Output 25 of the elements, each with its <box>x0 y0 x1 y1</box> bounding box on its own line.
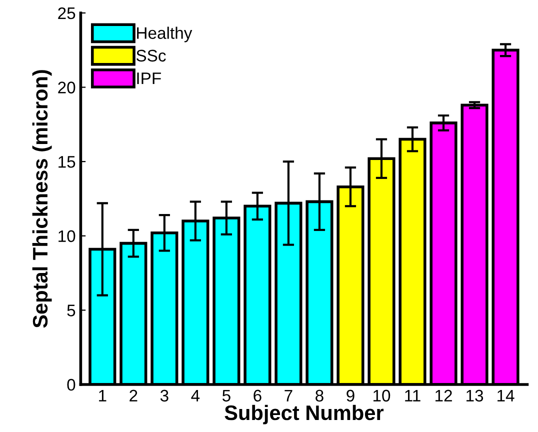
y-tick-label: 25 <box>58 7 76 20</box>
y-tick-label: 5 <box>67 304 76 316</box>
x-tick-label: 5 <box>222 390 230 402</box>
x-tick-label: 2 <box>130 390 138 402</box>
x-tick-label: 10 <box>373 390 390 402</box>
x-tick-label: 11 <box>405 390 420 402</box>
x-tick-label: 9 <box>346 390 354 402</box>
x-tick-label: 3 <box>160 390 168 402</box>
x-tick-label: 6 <box>254 390 262 402</box>
x-tick-label: 1 <box>99 390 106 402</box>
legend-label: Healthy <box>137 26 192 42</box>
y-axis-title: Septal Thickness (micron) <box>32 70 52 328</box>
y-tick-label: 15 <box>58 156 76 168</box>
x-tick-label: 14 <box>498 390 514 402</box>
x-tick-label: 7 <box>284 390 292 402</box>
x-tick-label: 12 <box>436 390 452 402</box>
x-axis-title: Subject Number <box>224 404 384 424</box>
x-tick-label: 8 <box>316 390 324 402</box>
y-tick-label: 0 <box>67 378 76 391</box>
x-tick-label: 13 <box>466 390 484 402</box>
legend-label: IPF <box>137 72 161 84</box>
y-tick-label: 20 <box>58 82 76 94</box>
x-tick-label: 4 <box>191 390 200 402</box>
y-tick-label: 10 <box>58 230 76 242</box>
legend-label: SSc <box>136 50 166 62</box>
